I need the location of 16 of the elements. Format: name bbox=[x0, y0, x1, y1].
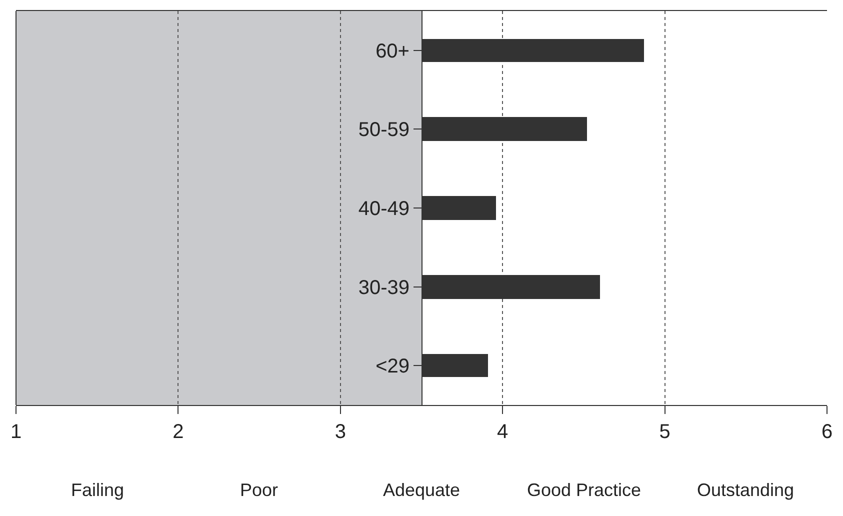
y-tick-label: <29 bbox=[376, 356, 410, 378]
x-tick-label: 5 bbox=[659, 421, 670, 443]
x-tick-label: 2 bbox=[172, 421, 184, 443]
x-tick-label: 1 bbox=[10, 421, 22, 443]
x-tick-label: 6 bbox=[821, 421, 833, 443]
x-tick-label: 3 bbox=[334, 421, 346, 443]
text: Poor bbox=[240, 480, 278, 500]
text: Good Practice bbox=[527, 480, 642, 500]
text: Adequate bbox=[383, 480, 460, 500]
y-tick-label: 30-39 bbox=[358, 276, 410, 299]
text: Outstanding bbox=[697, 480, 794, 500]
y-tick-label: 60+ bbox=[376, 40, 410, 62]
text: Failing bbox=[71, 480, 124, 500]
y-tick-label: 50-59 bbox=[358, 119, 410, 142]
x-tick-label: 4 bbox=[497, 421, 508, 443]
y-tick-label: 40-49 bbox=[358, 198, 410, 220]
